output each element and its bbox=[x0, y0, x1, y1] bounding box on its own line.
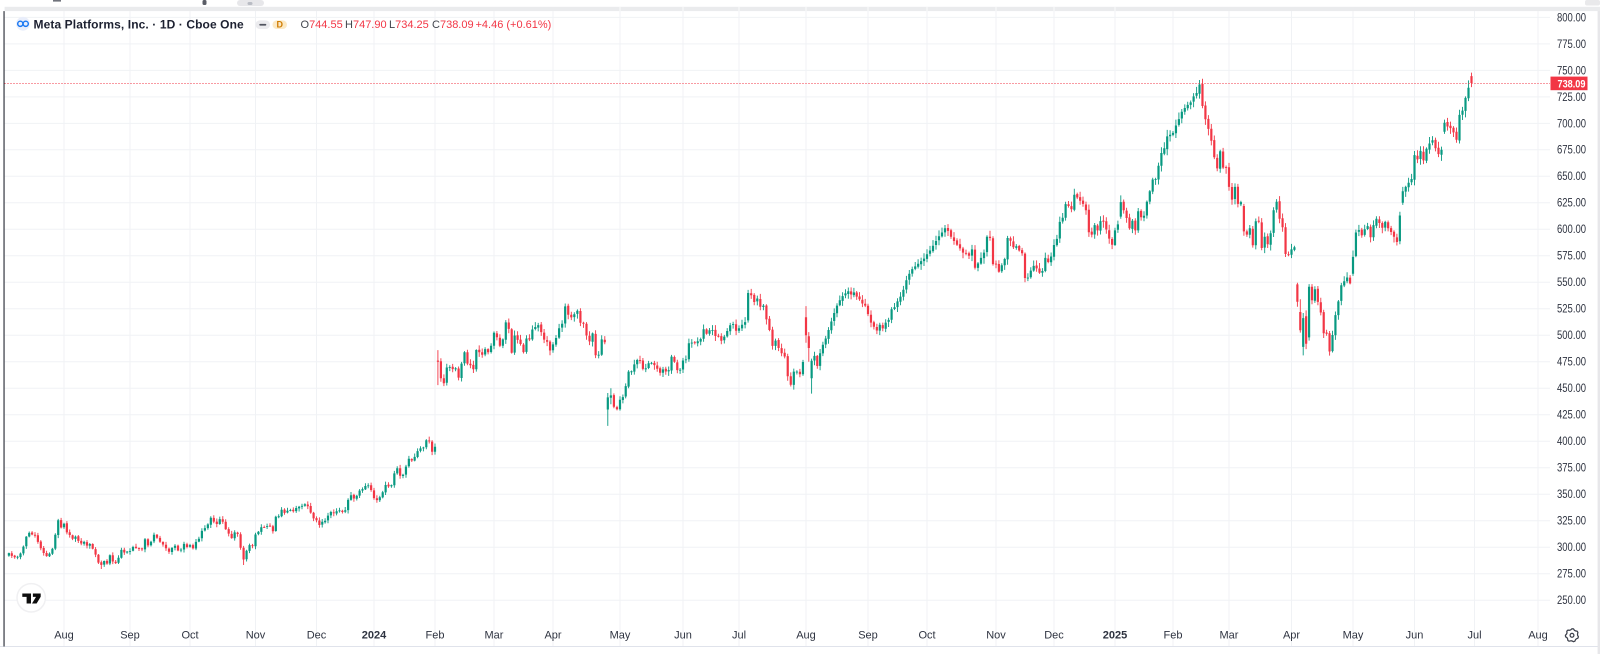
svg-text:+4.46 (+0.61%): +4.46 (+0.61%) bbox=[476, 19, 552, 31]
svg-text:2025: 2025 bbox=[1103, 630, 1127, 642]
svg-text:375.00: 375.00 bbox=[1557, 463, 1586, 475]
svg-text:400.00: 400.00 bbox=[1557, 436, 1586, 448]
svg-text:Feb: Feb bbox=[1164, 630, 1183, 642]
svg-text:800.00: 800.00 bbox=[1557, 12, 1586, 24]
svg-text:275.00: 275.00 bbox=[1557, 569, 1586, 581]
svg-text:2024: 2024 bbox=[362, 630, 387, 642]
svg-text:Apr: Apr bbox=[544, 630, 561, 642]
svg-text:250.00: 250.00 bbox=[1557, 595, 1586, 607]
svg-text:Apr: Apr bbox=[1283, 630, 1300, 642]
svg-text:300.00: 300.00 bbox=[1557, 542, 1586, 554]
svg-text:675.00: 675.00 bbox=[1557, 145, 1586, 157]
svg-text:Sep: Sep bbox=[858, 630, 878, 642]
svg-text:575.00: 575.00 bbox=[1557, 251, 1586, 263]
svg-text:425.00: 425.00 bbox=[1557, 410, 1586, 422]
svg-text:525.00: 525.00 bbox=[1557, 304, 1586, 316]
svg-text:450.00: 450.00 bbox=[1557, 383, 1586, 395]
svg-text:550.00: 550.00 bbox=[1557, 277, 1586, 289]
svg-text:Nov: Nov bbox=[246, 630, 266, 642]
svg-text:Jul: Jul bbox=[1467, 630, 1481, 642]
svg-text:Mar: Mar bbox=[485, 630, 504, 642]
svg-text:Nov: Nov bbox=[986, 630, 1006, 642]
svg-text:C738.09: C738.09 bbox=[432, 19, 474, 31]
svg-text:Jun: Jun bbox=[674, 630, 692, 642]
svg-text:750.00: 750.00 bbox=[1557, 65, 1586, 77]
svg-text:738.09: 738.09 bbox=[1558, 78, 1586, 90]
svg-text:700.00: 700.00 bbox=[1557, 118, 1586, 130]
svg-text:625.00: 625.00 bbox=[1557, 198, 1586, 210]
svg-text:May: May bbox=[610, 630, 631, 642]
svg-text:L734.25: L734.25 bbox=[389, 19, 429, 31]
svg-text:Dec: Dec bbox=[307, 630, 327, 642]
svg-text:475.00: 475.00 bbox=[1557, 357, 1586, 369]
svg-text:650.00: 650.00 bbox=[1557, 171, 1586, 183]
svg-text:Jun: Jun bbox=[1406, 630, 1424, 642]
svg-text:Aug: Aug bbox=[1528, 630, 1548, 642]
svg-text:O744.55: O744.55 bbox=[301, 19, 343, 31]
svg-text:Sep: Sep bbox=[120, 630, 140, 642]
svg-text:Mar: Mar bbox=[1220, 630, 1239, 642]
svg-text:Aug: Aug bbox=[54, 630, 74, 642]
svg-text:Meta Platforms, Inc. · 1D · Cb: Meta Platforms, Inc. · 1D · Cboe One bbox=[34, 17, 245, 31]
svg-text:500.00: 500.00 bbox=[1557, 330, 1586, 342]
svg-text:H747.90: H747.90 bbox=[345, 19, 387, 31]
svg-text:Oct: Oct bbox=[181, 630, 198, 642]
svg-text:D: D bbox=[276, 20, 283, 30]
svg-text:Feb: Feb bbox=[426, 630, 445, 642]
svg-text:775.00: 775.00 bbox=[1557, 39, 1586, 51]
svg-text:Dec: Dec bbox=[1044, 630, 1064, 642]
svg-text:350.00: 350.00 bbox=[1557, 489, 1586, 501]
svg-text:600.00: 600.00 bbox=[1557, 224, 1586, 236]
svg-text:Oct: Oct bbox=[918, 630, 935, 642]
svg-text:Jul: Jul bbox=[732, 630, 746, 642]
svg-text:325.00: 325.00 bbox=[1557, 516, 1586, 528]
svg-text:May: May bbox=[1343, 630, 1364, 642]
svg-text:725.00: 725.00 bbox=[1557, 92, 1586, 104]
svg-text:Aug: Aug bbox=[796, 630, 816, 642]
